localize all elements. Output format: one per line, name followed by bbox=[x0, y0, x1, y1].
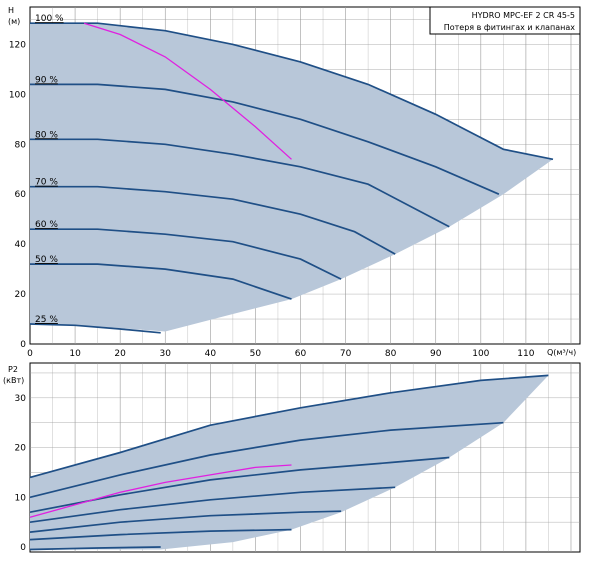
speed-curve-label: 25 % bbox=[35, 315, 58, 325]
x-tick-label: 20 bbox=[114, 349, 126, 359]
system-curve bbox=[83, 22, 292, 160]
head-operating-region bbox=[30, 23, 553, 332]
x-tick-label: 60 bbox=[295, 349, 307, 359]
speed-curve bbox=[30, 138, 450, 228]
y-tick-label: 40 bbox=[15, 240, 27, 250]
head-axis-label-line1: H bbox=[8, 6, 14, 15]
speed-curve-label: 90 % bbox=[35, 75, 58, 85]
speed-curve bbox=[30, 263, 292, 300]
head-tick-labels: 0 20 40 60 80 100 120 0 10 20 30 40 50 60 70 80 90 100 110 bbox=[9, 40, 535, 359]
speed-curve-label: 70 % bbox=[35, 178, 58, 188]
y-tick-label: 10 bbox=[15, 493, 27, 503]
x-tick-label: 30 bbox=[160, 349, 172, 359]
speed-curve bbox=[29, 323, 161, 334]
power-curves bbox=[29, 374, 549, 551]
speed-curve bbox=[30, 22, 554, 161]
x-tick-label: 100 bbox=[472, 349, 489, 359]
y-tick-label: 60 bbox=[15, 190, 27, 200]
speed-curve-label: 100 % bbox=[35, 14, 64, 24]
product-title: HYDRO MPC-EF 2 CR 45-5 bbox=[472, 11, 575, 20]
speed-curve bbox=[29, 486, 396, 524]
head-curve-labels: 100 % 90 % 80 % 70 % 60 % 50 % 25 % bbox=[35, 14, 64, 325]
speed-curve bbox=[30, 83, 500, 195]
x-tick-label: 10 bbox=[69, 349, 81, 359]
power-tick-labels: 0 10 20 30 bbox=[15, 394, 27, 553]
speed-curve bbox=[29, 456, 450, 514]
x-tick-label: 50 bbox=[250, 349, 262, 359]
speed-curve bbox=[29, 528, 292, 541]
x-tick-label: 40 bbox=[205, 349, 217, 359]
y-tick-label: 100 bbox=[9, 90, 26, 100]
x-tick-label: 70 bbox=[340, 349, 352, 359]
y-tick-label: 80 bbox=[15, 140, 27, 150]
y-tick-label: 20 bbox=[15, 290, 27, 300]
fitting-loss-note: Потеря в фитингах и клапанах bbox=[444, 23, 576, 32]
speed-curve bbox=[29, 374, 549, 479]
y-tick-label: 30 bbox=[15, 394, 27, 404]
speed-curve bbox=[29, 510, 342, 533]
head-curves bbox=[29, 22, 554, 334]
speed-curve bbox=[30, 185, 396, 255]
power-axis-label-line2: (кВт) bbox=[3, 376, 24, 385]
head-axis-label-line2: (м) bbox=[8, 17, 20, 26]
speed-curve-label: 80 % bbox=[35, 130, 58, 140]
speed-curve-label: 50 % bbox=[35, 255, 58, 265]
y-tick-label: 0 bbox=[20, 543, 26, 553]
speed-curve-label: 60 % bbox=[35, 220, 58, 230]
x-tick-label: 110 bbox=[517, 349, 534, 359]
system-curve bbox=[29, 464, 292, 518]
y-tick-label: 20 bbox=[15, 444, 27, 454]
x-tick-label: 0 bbox=[27, 349, 33, 359]
speed-curve bbox=[29, 421, 504, 499]
flow-axis-label: Q(м³/ч) bbox=[547, 348, 576, 357]
speed-curve bbox=[29, 546, 161, 551]
power-axis-label-line1: P2 bbox=[8, 365, 18, 374]
x-tick-label: 80 bbox=[385, 349, 397, 359]
speed-curve bbox=[30, 228, 342, 280]
y-tick-label: 120 bbox=[9, 40, 26, 50]
x-tick-label: 90 bbox=[430, 349, 442, 359]
y-tick-label: 0 bbox=[20, 340, 26, 350]
title-box bbox=[429, 6, 581, 35]
